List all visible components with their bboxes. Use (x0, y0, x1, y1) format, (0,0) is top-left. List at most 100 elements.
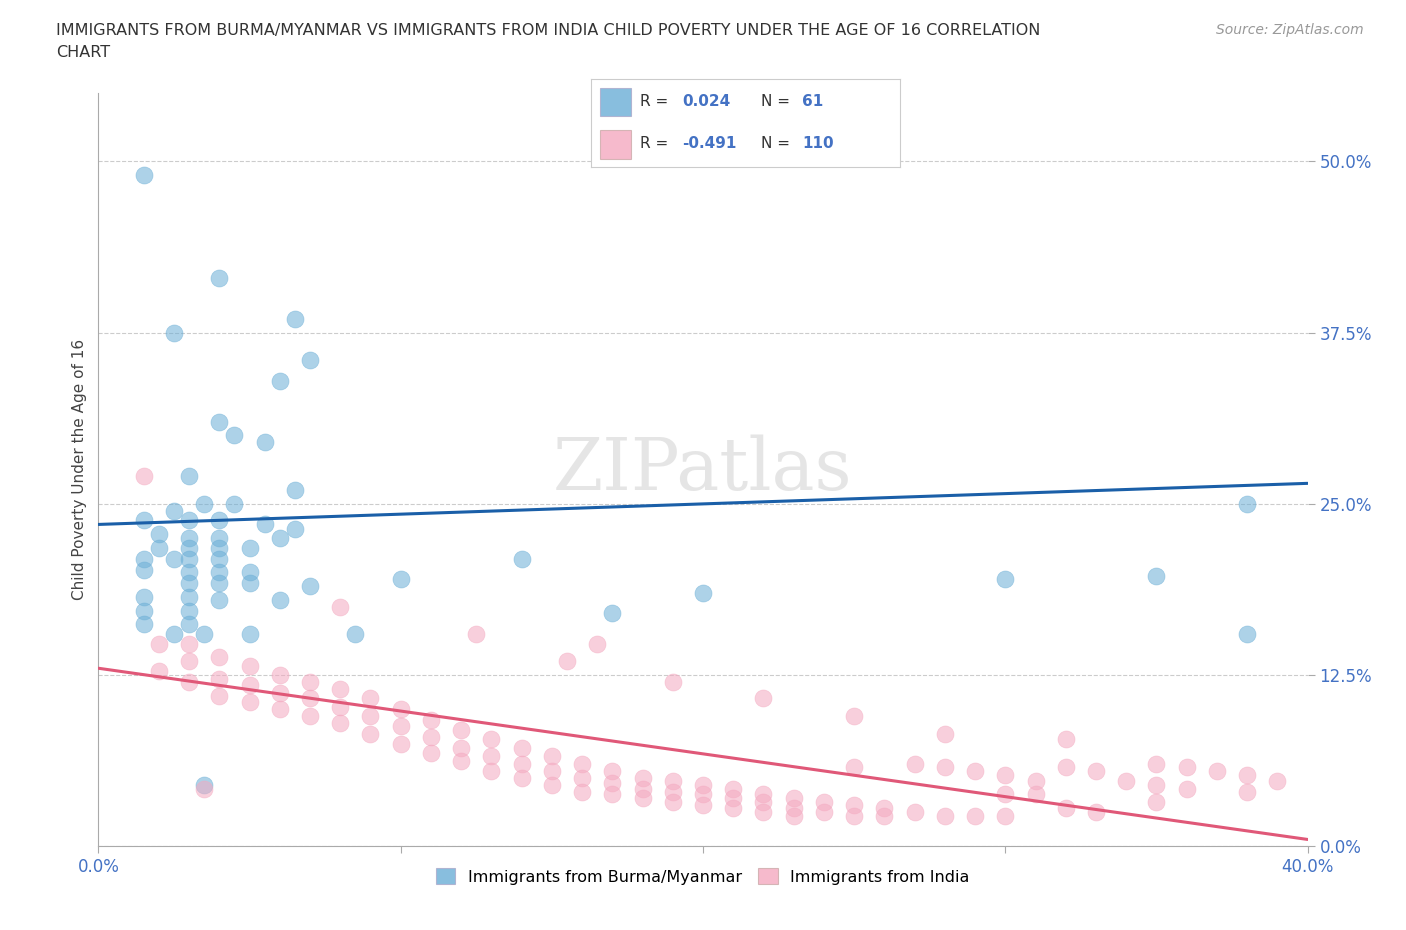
Point (1024, 773, 1046, 788)
Point (602, 776, 624, 790)
Point (329, 682, 352, 697)
Point (148, 540, 170, 555)
Point (934, 726, 956, 741)
Text: IMMIGRANTS FROM BURMA/MYANMAR VS IMMIGRANTS FROM INDIA CHILD POVERTY UNDER THE A: IMMIGRANTS FROM BURMA/MYANMAR VS IMMIGRA… (56, 23, 1040, 38)
Point (450, 754, 472, 769)
Point (179, 551, 201, 566)
Point (661, 674, 683, 689)
Point (420, 713, 443, 728)
Point (420, 746, 443, 761)
Point (208, 540, 231, 555)
Point (994, 809, 1017, 824)
Point (602, 606, 624, 621)
Point (208, 576, 231, 591)
Point (208, 565, 231, 579)
Point (179, 590, 201, 604)
Point (179, 469, 201, 484)
Point (208, 414, 231, 429)
Point (193, 497, 215, 512)
Point (661, 795, 683, 810)
Text: R =: R = (640, 137, 673, 152)
Point (1054, 732, 1077, 747)
Point (179, 636, 201, 651)
Point (994, 767, 1017, 782)
Point (661, 773, 683, 788)
Point (783, 801, 806, 816)
Legend: Immigrants from Burma/Myanmar, Immigrants from India: Immigrants from Burma/Myanmar, Immigrant… (430, 862, 976, 891)
Point (450, 723, 472, 737)
Point (239, 627, 262, 642)
Point (208, 551, 231, 566)
Point (224, 497, 246, 512)
Point (555, 654, 578, 669)
Point (752, 795, 775, 810)
Point (844, 760, 866, 775)
Point (934, 760, 956, 775)
Point (269, 685, 291, 700)
Point (239, 565, 262, 579)
Point (193, 777, 215, 792)
Point (269, 592, 291, 607)
Point (692, 586, 714, 601)
Point (844, 809, 866, 824)
Point (299, 578, 322, 593)
Point (269, 373, 291, 388)
Point (965, 764, 987, 778)
Point (179, 674, 201, 689)
Point (239, 677, 262, 692)
Point (148, 663, 170, 678)
Point (239, 576, 262, 591)
Point (904, 757, 927, 772)
Point (540, 764, 562, 778)
Point (148, 526, 170, 541)
Point (299, 352, 322, 367)
Point (1054, 801, 1077, 816)
Point (934, 809, 956, 824)
Point (481, 749, 503, 764)
Point (1115, 773, 1137, 788)
Point (602, 787, 624, 802)
Point (723, 801, 745, 816)
Point (1236, 627, 1258, 642)
Point (1267, 773, 1289, 788)
Point (752, 787, 775, 802)
Point (179, 512, 201, 527)
Point (1085, 804, 1108, 819)
Point (132, 604, 155, 618)
Text: Source: ZipAtlas.com: Source: ZipAtlas.com (1216, 23, 1364, 37)
Point (269, 702, 291, 717)
Point (208, 688, 231, 703)
Point (132, 590, 155, 604)
Point (163, 326, 186, 340)
Point (284, 483, 307, 498)
Point (193, 627, 215, 642)
Point (661, 784, 683, 799)
Point (844, 798, 866, 813)
Point (631, 790, 654, 805)
Point (752, 804, 775, 819)
Point (420, 729, 443, 744)
Point (360, 691, 382, 706)
Point (873, 801, 896, 816)
Point (465, 627, 488, 642)
Text: -0.491: -0.491 (682, 137, 737, 152)
Point (329, 715, 352, 730)
Point (692, 777, 714, 792)
Point (208, 512, 231, 527)
Point (540, 777, 562, 792)
Text: CHART: CHART (56, 45, 110, 60)
Point (1054, 760, 1077, 775)
Point (360, 709, 382, 724)
Point (163, 503, 186, 518)
Point (844, 709, 866, 724)
Point (239, 658, 262, 673)
Point (179, 654, 201, 669)
Point (1206, 764, 1229, 778)
Point (692, 787, 714, 802)
Point (994, 787, 1017, 802)
Point (586, 636, 609, 651)
Text: 0.024: 0.024 (682, 94, 730, 109)
Point (723, 781, 745, 796)
Point (481, 764, 503, 778)
Point (132, 551, 155, 566)
